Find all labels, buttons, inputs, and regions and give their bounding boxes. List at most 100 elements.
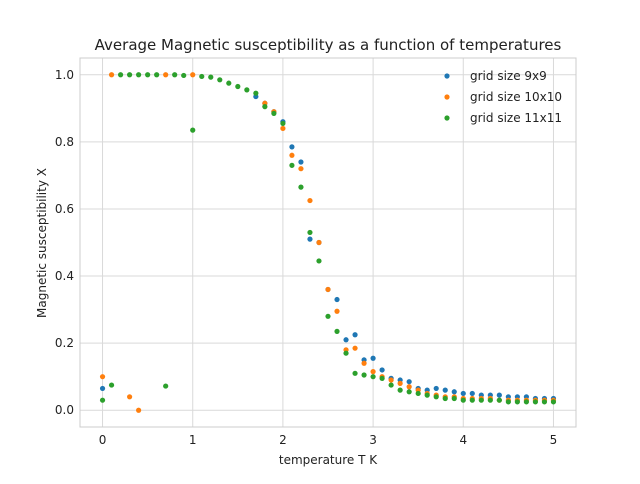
data-point — [415, 390, 421, 397]
data-point — [451, 389, 457, 395]
data-point — [298, 159, 304, 165]
data-point — [334, 308, 340, 314]
data-point — [108, 72, 115, 78]
data-point — [99, 385, 106, 392]
data-point — [307, 197, 313, 204]
data-point — [343, 337, 349, 343]
data-point — [496, 392, 502, 398]
data-point — [127, 394, 133, 400]
data-point — [370, 369, 376, 375]
y-axis-label: Magnetic susceptibility X — [35, 168, 49, 318]
data-point — [289, 144, 295, 150]
data-point — [487, 397, 493, 403]
legend-label: grid size 9x9 — [470, 69, 547, 83]
legend-marker — [444, 115, 450, 121]
data-point — [478, 397, 484, 403]
data-point — [226, 80, 232, 86]
data-point — [505, 399, 511, 405]
data-point — [334, 296, 340, 303]
data-point — [352, 332, 358, 338]
legend-label: grid size 11x11 — [470, 111, 562, 125]
data-point — [108, 382, 115, 388]
data-point — [316, 258, 322, 264]
data-point — [262, 104, 268, 110]
data-point — [433, 385, 439, 392]
data-point — [127, 72, 133, 78]
y-tick-label: 0.2 — [55, 336, 74, 350]
data-point — [181, 72, 187, 79]
data-point — [424, 392, 430, 398]
data-point — [307, 236, 313, 242]
data-point — [469, 397, 475, 403]
data-point — [199, 73, 205, 80]
data-point — [442, 395, 448, 402]
x-tick-label: 1 — [189, 433, 197, 447]
legend-label: grid size 10x10 — [470, 90, 562, 104]
data-point — [433, 394, 439, 400]
data-point — [352, 370, 358, 376]
data-point — [117, 72, 124, 78]
data-point — [316, 239, 322, 246]
data-point — [325, 286, 331, 293]
data-point — [406, 384, 412, 390]
data-point — [397, 387, 403, 393]
data-point — [406, 389, 412, 395]
data-point — [163, 72, 169, 78]
data-point — [550, 399, 557, 405]
legend-marker — [444, 73, 450, 79]
data-point — [361, 360, 367, 366]
data-point — [334, 328, 340, 334]
tick-labels: 0 1 2 3 4 5 0.0 0.2 0.4 0.6 0.8 1.0 — [55, 68, 557, 447]
plot-frame — [79, 57, 577, 428]
x-axis-label: temperature T K — [279, 453, 378, 467]
x-tick-label: 4 — [459, 433, 467, 447]
y-tick-label: 0.6 — [55, 202, 74, 216]
data-point — [298, 166, 304, 172]
x-tick-label: 0 — [99, 433, 107, 447]
data-point — [451, 395, 457, 402]
data-point — [325, 313, 331, 319]
data-point — [280, 125, 286, 132]
data-point — [523, 399, 530, 405]
x-tick-label: 5 — [550, 433, 558, 447]
data-point — [496, 397, 502, 403]
data-point — [298, 184, 304, 190]
data-point — [136, 407, 142, 413]
y-tick-label: 0.0 — [55, 403, 74, 417]
data-point — [460, 390, 466, 397]
data-points — [99, 72, 557, 413]
data-point — [541, 399, 548, 405]
x-tick-label: 3 — [369, 433, 377, 447]
data-point — [163, 383, 169, 389]
data-point — [99, 397, 106, 403]
data-point — [460, 397, 466, 403]
data-point — [190, 72, 196, 78]
data-point — [99, 374, 106, 380]
data-point — [379, 367, 385, 373]
data-point — [343, 350, 349, 356]
data-point — [406, 379, 412, 385]
data-point — [397, 380, 403, 386]
data-point — [379, 375, 385, 381]
legend-marker — [444, 94, 450, 100]
data-point — [532, 399, 539, 405]
legend: grid size 9x9 grid size 10x10 grid size 11… — [444, 69, 562, 125]
data-point — [352, 345, 358, 351]
data-point — [145, 72, 151, 78]
data-point — [361, 372, 367, 378]
data-point — [289, 152, 295, 158]
data-point — [217, 77, 223, 83]
data-point — [289, 162, 295, 168]
data-point — [469, 390, 475, 397]
data-point — [172, 72, 178, 78]
x-tick-label: 2 — [279, 433, 287, 447]
data-point — [370, 355, 376, 361]
data-point — [280, 120, 286, 127]
data-point — [253, 90, 259, 96]
chart-title: Average Magnetic susceptibility as a fun… — [95, 36, 562, 54]
data-point — [388, 377, 394, 383]
data-point — [136, 72, 142, 78]
data-point — [514, 399, 520, 405]
